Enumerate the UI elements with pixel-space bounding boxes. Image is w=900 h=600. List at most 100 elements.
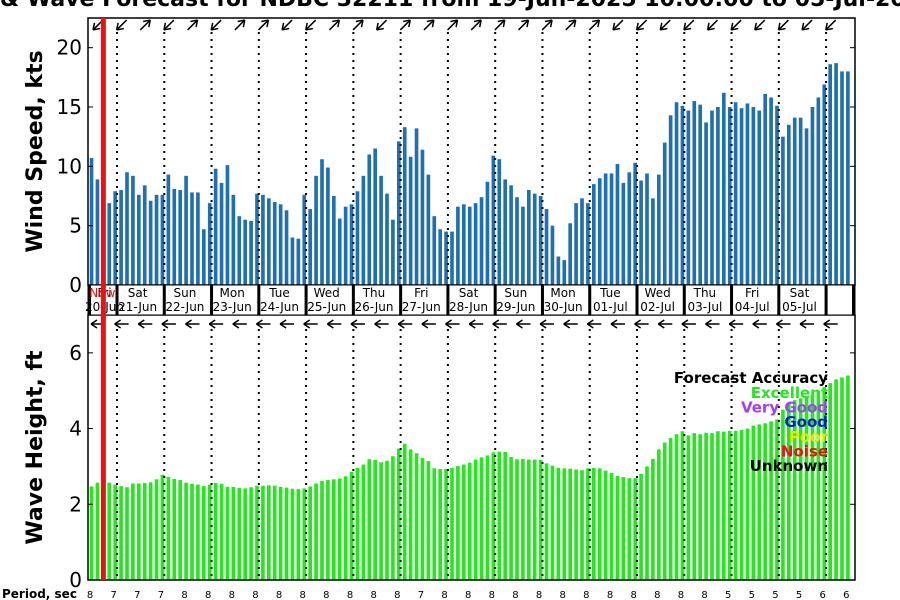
wave-bar — [172, 478, 177, 580]
period-value: 5 — [796, 590, 802, 600]
day-strip-divider — [493, 285, 497, 315]
wave-bar — [290, 488, 295, 580]
period-value: 8 — [229, 590, 235, 600]
day-strip-divider — [635, 285, 639, 315]
wave-bar — [95, 482, 100, 580]
wind-direction-arrow — [635, 19, 648, 31]
period-value: 8 — [607, 590, 613, 600]
chart-title: & Wave Forecast for NDBC 32211 from 19-J… — [0, 0, 900, 12]
wave-bar — [184, 482, 188, 580]
wind-direction-arrow — [825, 19, 837, 31]
wind-bar — [834, 63, 838, 286]
wave-bar — [834, 379, 838, 580]
wave-ytick-label: 0 — [69, 568, 82, 592]
wind-bar — [367, 154, 372, 285]
wave-ytick-label: 6 — [69, 341, 82, 365]
wave-direction-arrow — [776, 319, 791, 329]
day-strip-divider — [210, 285, 214, 315]
period-value: 8 — [678, 590, 684, 600]
wind-bar — [261, 194, 265, 285]
wave-bar — [314, 483, 318, 580]
wind-bar — [680, 105, 685, 285]
wave-bar — [822, 386, 827, 580]
wind-bar — [656, 174, 661, 285]
wave-bar — [828, 383, 833, 580]
wave-bar — [367, 459, 372, 580]
wave-bar — [710, 433, 714, 580]
wind-bar — [396, 141, 401, 285]
period-value: 6 — [843, 590, 849, 600]
wind-bar — [651, 198, 655, 285]
wave-bar — [798, 398, 803, 580]
wind-bar — [113, 191, 118, 285]
wave-bar — [721, 431, 726, 580]
wind-bar — [763, 93, 768, 285]
wind-bar — [568, 223, 573, 285]
day-strip — [87, 284, 856, 316]
wind-bar — [781, 136, 785, 285]
wind-bar — [278, 204, 283, 285]
wave-bar — [733, 430, 738, 580]
period-value: 8 — [441, 590, 447, 600]
wind-direction-arrow — [683, 19, 695, 31]
wind-bar — [444, 231, 448, 285]
wind-direction-arrow — [187, 19, 199, 31]
period-value: 6 — [820, 590, 826, 600]
wave-direction-arrow — [114, 319, 129, 329]
wind-bar — [131, 175, 135, 285]
period-value: 8 — [252, 590, 258, 600]
day-date-label: 01-Jul — [593, 300, 628, 314]
day-name-label: Tue — [599, 286, 621, 300]
wave-bar — [574, 469, 578, 580]
day-strip-divider — [824, 285, 828, 315]
wave-bar — [562, 468, 567, 580]
wave-bar — [278, 486, 283, 580]
period-value: 8 — [300, 590, 306, 600]
day-strip-divider — [446, 285, 450, 315]
legend-item: Good — [784, 413, 828, 431]
day-strip-divider — [257, 285, 261, 315]
wave-bar — [213, 483, 218, 580]
wave-direction-arrow — [185, 319, 200, 329]
wave-direction-arrow — [208, 319, 224, 329]
day-date-label: 25-Jun — [307, 300, 346, 314]
wave-bar — [473, 459, 478, 580]
wind-bar — [349, 204, 354, 285]
wind-bar — [521, 206, 525, 285]
wind-bar — [615, 163, 620, 285]
period-value: 7 — [110, 590, 116, 600]
wave-bar — [331, 479, 336, 580]
wave-direction-arrow — [279, 319, 295, 329]
wind-direction-arrow — [399, 19, 411, 31]
day-name-label: Thu — [362, 286, 386, 300]
wave-direction-arrow — [445, 319, 460, 329]
wave-direction-arrow — [161, 319, 176, 329]
wave-bar — [337, 478, 342, 580]
wave-direction-arrow — [563, 319, 578, 329]
wave-bar — [343, 476, 348, 580]
period-value: 8 — [560, 590, 566, 600]
wind-bar — [810, 107, 815, 285]
day-strip-divider — [777, 285, 781, 315]
wind-bar — [119, 190, 123, 285]
day-name-label: Mon — [550, 286, 575, 300]
period-value: 8 — [654, 590, 660, 600]
day-name-label: Wed — [645, 286, 671, 300]
legend-item: Unknown — [750, 457, 828, 475]
wave-bar — [131, 483, 135, 580]
wave-direction-arrow — [374, 319, 389, 329]
wind-bar — [125, 172, 129, 285]
wind-bar — [207, 203, 212, 285]
wave-bar — [296, 489, 301, 580]
wind-bar — [792, 117, 797, 286]
day-name-label: Thu — [693, 286, 717, 300]
wave-bar — [633, 478, 638, 580]
wind-bar — [160, 194, 165, 285]
wind-bar — [668, 115, 673, 285]
period-value: 5 — [772, 590, 778, 600]
period-value: 8 — [536, 590, 542, 600]
period-value: 8 — [87, 590, 93, 600]
wind-bar — [379, 175, 383, 285]
wave-direction-arrow — [492, 319, 507, 329]
wave-bar — [662, 442, 667, 580]
